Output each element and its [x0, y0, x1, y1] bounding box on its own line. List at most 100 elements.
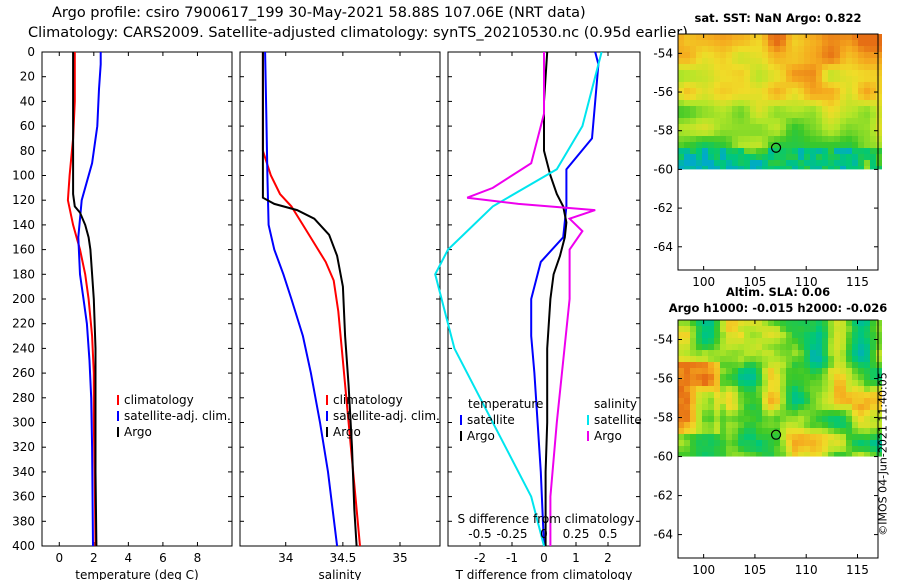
map-cell — [876, 422, 882, 428]
map-cell — [816, 94, 822, 100]
map-cell — [864, 70, 870, 76]
map-cell — [696, 374, 702, 380]
map-cell — [744, 88, 750, 94]
map-cell — [792, 106, 798, 112]
map-cell — [744, 82, 750, 88]
map-cell — [810, 374, 816, 380]
map-cell — [846, 368, 852, 374]
map-cell — [780, 136, 786, 142]
map-cell — [858, 64, 864, 70]
map-cell — [804, 386, 810, 392]
map-cell — [768, 416, 774, 422]
map-cell — [678, 112, 684, 118]
map-cell — [828, 422, 834, 428]
map-cell — [732, 440, 738, 446]
map-cell — [816, 148, 822, 154]
map-cell — [696, 392, 702, 398]
map-cell — [804, 100, 810, 106]
map-cell — [846, 338, 852, 344]
map-cell — [726, 452, 732, 457]
map-cell — [840, 434, 846, 440]
map-cell — [864, 40, 870, 46]
map-cell — [792, 452, 798, 457]
map-cell — [786, 82, 792, 88]
map-cell — [798, 124, 804, 130]
map-cell — [756, 46, 762, 52]
map-cell — [714, 398, 720, 404]
map-cell — [870, 58, 876, 64]
map-cell — [708, 130, 714, 136]
map-cell — [690, 166, 696, 170]
map-cell — [678, 326, 684, 332]
map-cell — [822, 410, 828, 416]
map-cell — [858, 154, 864, 160]
map-cell — [822, 124, 828, 130]
map-cell — [732, 106, 738, 112]
map-cell — [876, 100, 882, 106]
map-cell — [720, 338, 726, 344]
map-cell — [774, 166, 780, 170]
map-cell — [786, 350, 792, 356]
map-cell — [810, 34, 816, 40]
map-cell — [696, 40, 702, 46]
map-cell — [774, 434, 780, 440]
map-cell — [840, 362, 846, 368]
map-cell — [768, 130, 774, 136]
map-cell — [690, 410, 696, 416]
map-cell — [822, 70, 828, 76]
map-cell — [726, 118, 732, 124]
map-cell — [678, 106, 684, 112]
depth-tick-label: 380 — [12, 514, 35, 528]
map-cell — [822, 82, 828, 88]
map-cell — [816, 136, 822, 142]
map-cell — [774, 380, 780, 386]
map-cell — [792, 446, 798, 452]
map-cell — [726, 70, 732, 76]
map-cell — [768, 446, 774, 452]
map-cell — [732, 344, 738, 350]
map-cell — [774, 332, 780, 338]
map-cell — [750, 142, 756, 148]
map-cell — [768, 320, 774, 326]
map-cell — [762, 356, 768, 362]
map-cell — [816, 100, 822, 106]
map-cell — [708, 118, 714, 124]
map-cell — [876, 440, 882, 446]
map-cell — [816, 142, 822, 148]
top-axis-tick-label: -0.5 — [468, 527, 491, 541]
map-cell — [702, 404, 708, 410]
map-cell — [870, 452, 876, 457]
map-cell — [846, 88, 852, 94]
map-cell — [684, 326, 690, 332]
map-cell — [876, 350, 882, 356]
map-cell — [852, 362, 858, 368]
map-cell — [840, 428, 846, 434]
map-cell — [834, 154, 840, 160]
map-lat-label: -58 — [653, 124, 673, 138]
map-cell — [750, 440, 756, 446]
map-cell — [834, 34, 840, 40]
map-cell — [714, 326, 720, 332]
map-cell — [696, 46, 702, 52]
map-cell — [720, 344, 726, 350]
map-cell — [738, 326, 744, 332]
map-cell — [774, 52, 780, 58]
map-cell — [828, 82, 834, 88]
map-cell — [864, 320, 870, 326]
map-cell — [720, 422, 726, 428]
series-line-argo — [72, 52, 98, 547]
map-cell — [690, 64, 696, 70]
map-cell — [696, 76, 702, 82]
map-cell — [726, 88, 732, 94]
map-cell — [846, 422, 852, 428]
map-cell — [738, 404, 744, 410]
map-cell — [696, 404, 702, 410]
map-cell — [834, 112, 840, 118]
map-cell — [810, 148, 816, 154]
map-cell — [816, 46, 822, 52]
map-cell — [738, 94, 744, 100]
map-cell — [786, 374, 792, 380]
map-cell — [810, 404, 816, 410]
map-cell — [786, 416, 792, 422]
map-cell — [768, 368, 774, 374]
